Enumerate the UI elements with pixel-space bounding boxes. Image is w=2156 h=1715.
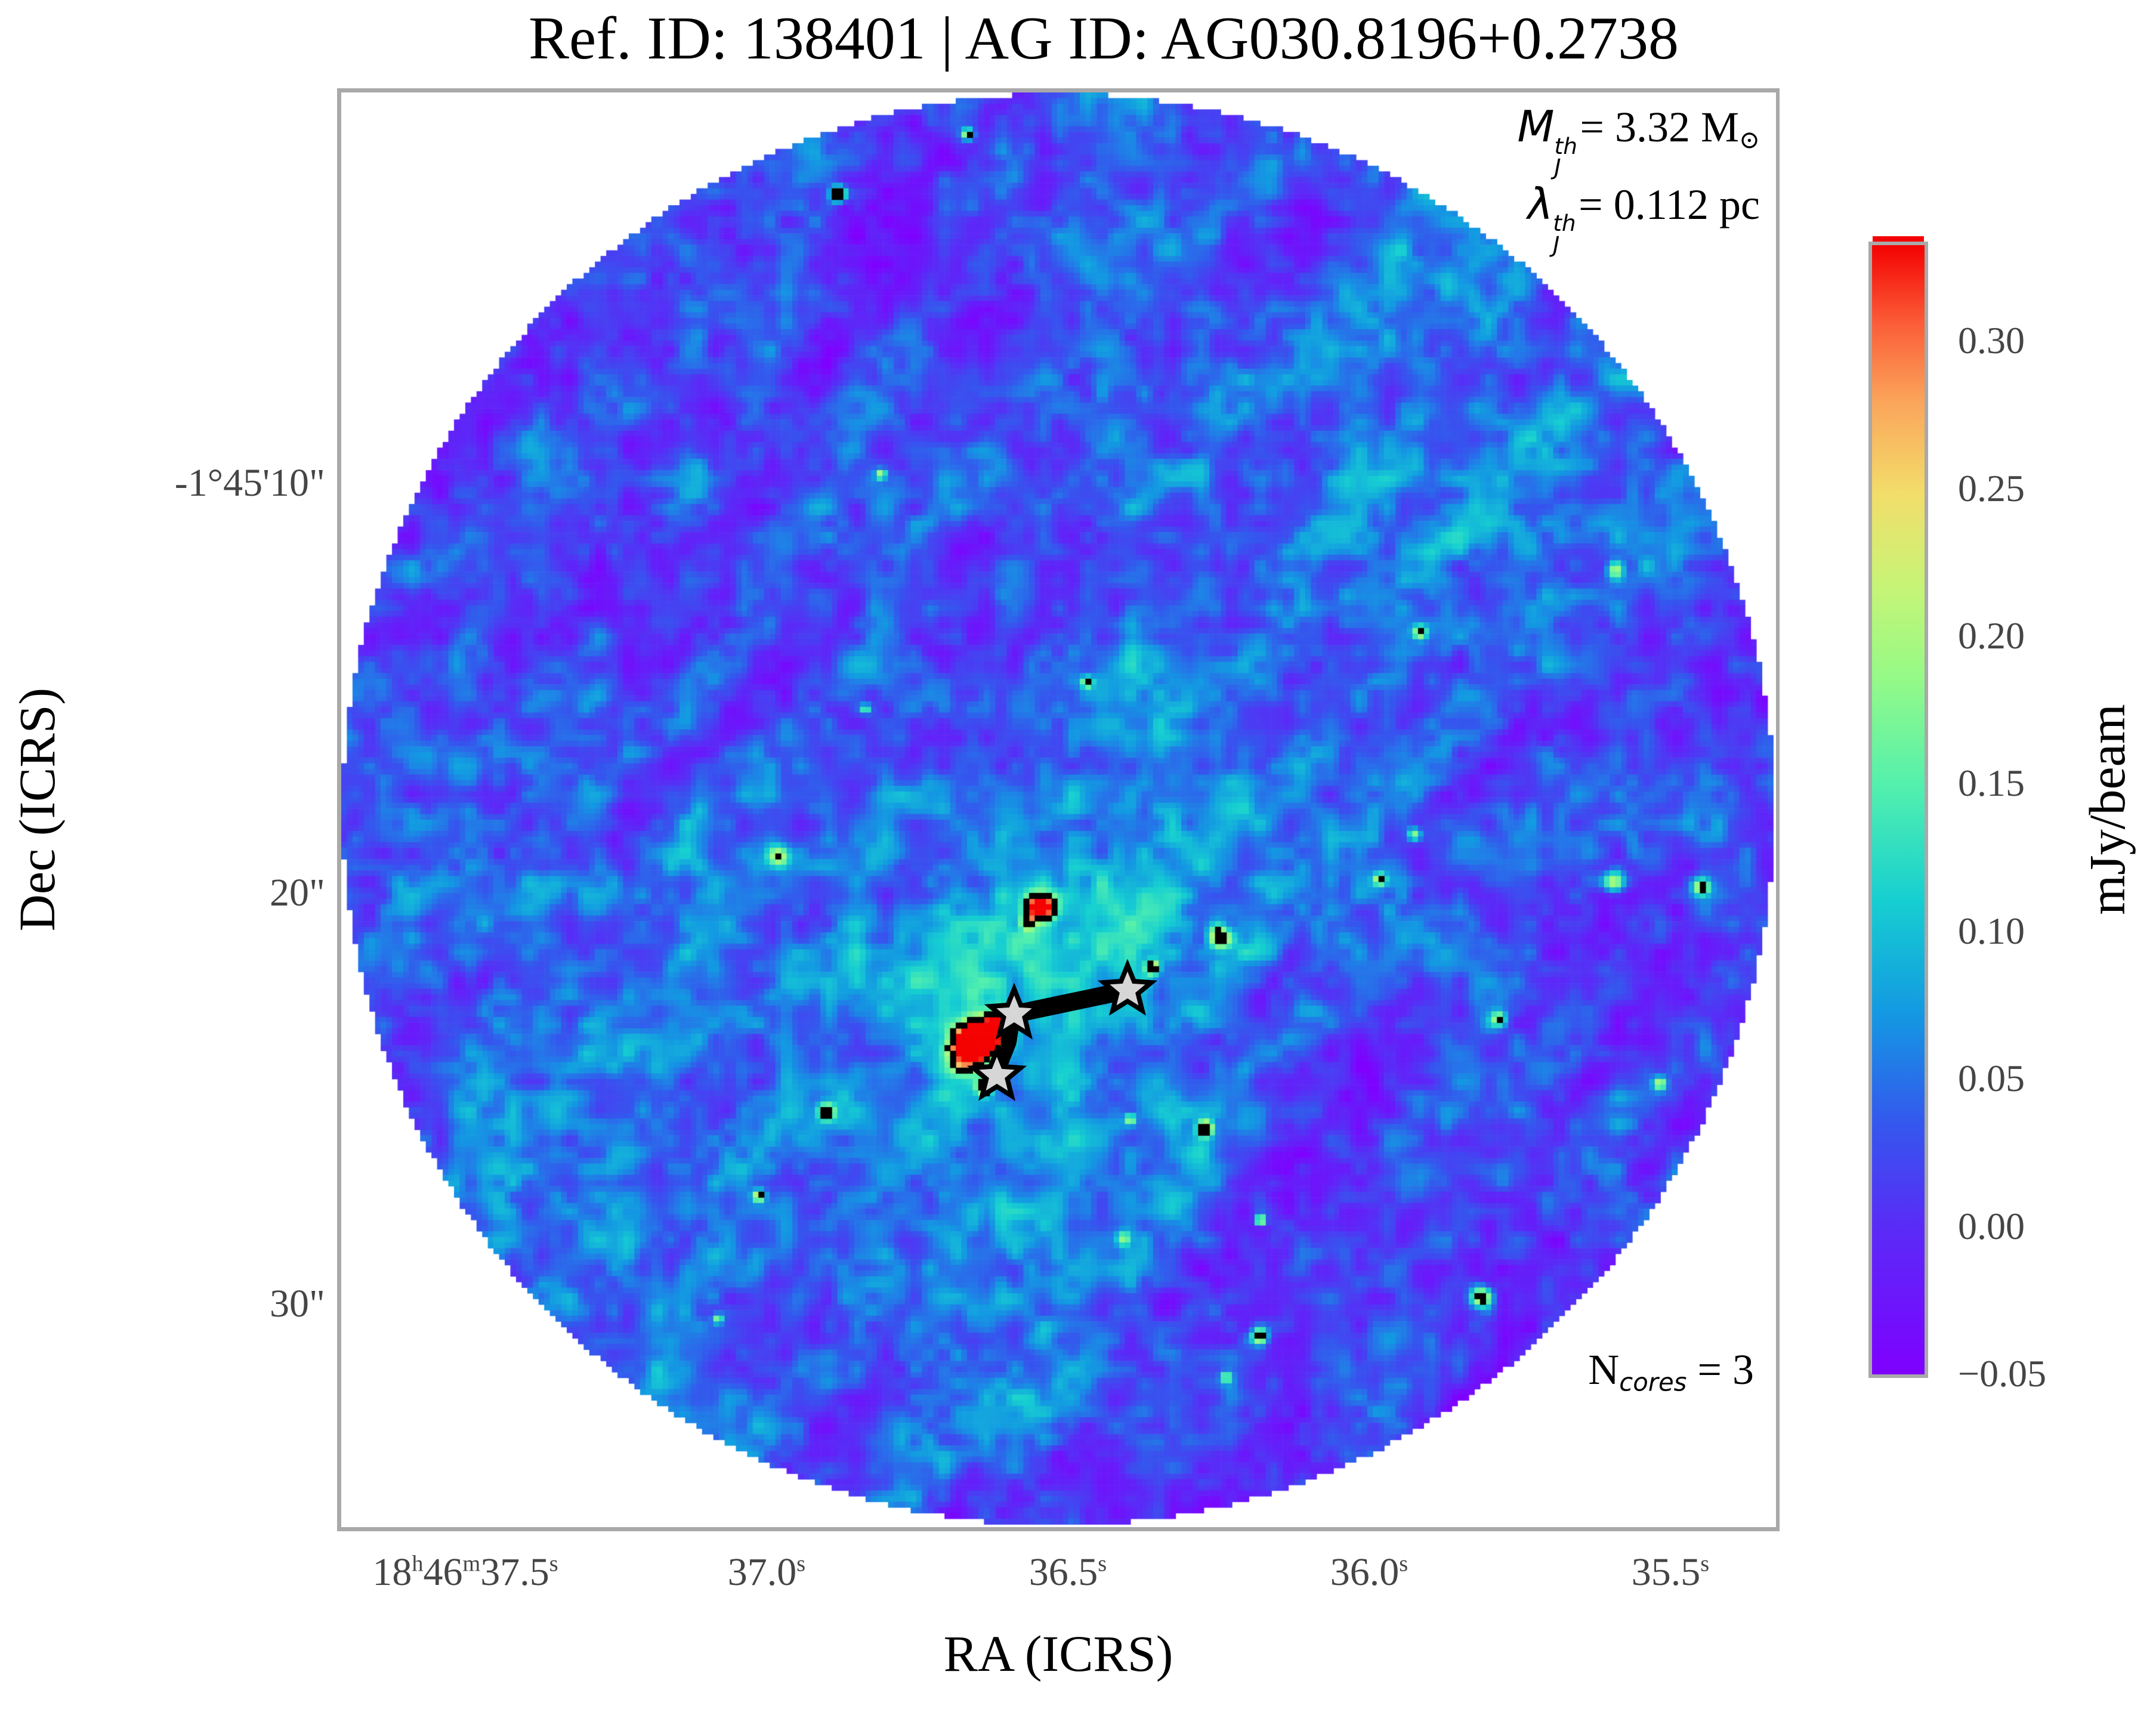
annotation-fragment: th J (1553, 210, 1576, 258)
annotation-fragment: M (1517, 101, 1555, 152)
core-star-marker (966, 1044, 1027, 1101)
jeans-length-annotation: λ th J = 0.112 pc (1517, 178, 1760, 256)
x-tick-label: 35.5s (1631, 1550, 1710, 1594)
annotation-fragment: = 0.112 pc (1579, 180, 1760, 228)
colorbar-tick-label: 0.30 (1958, 319, 2025, 362)
y-axis-label: Dec (ICRS) (8, 687, 66, 932)
annotation-fragment: = 3 (1687, 1346, 1754, 1393)
colorbar-tick-label: 0.10 (1958, 909, 2025, 952)
x-tick-label: 37.0s (727, 1550, 806, 1594)
y-tick-label: 20" (270, 871, 325, 914)
y-tick-label: 30" (270, 1282, 325, 1325)
colorbar-tick-label: 0.05 (1958, 1057, 2025, 1100)
colorbar-tick-label: 0.00 (1958, 1204, 2025, 1247)
page-title: Ref. ID: 138401 | AG ID: AG030.8196+0.27… (528, 5, 1679, 72)
core-star-marker (1097, 959, 1158, 1016)
colorbar-over-cap (1873, 236, 1924, 242)
colorbar-tick-label: −0.05 (1958, 1352, 2047, 1395)
x-tick-label: 36.0s (1330, 1550, 1408, 1594)
core-star-marker (984, 982, 1045, 1040)
colorbar-tick-label: 0.15 (1958, 762, 2025, 805)
colorbar-tick-label: 0.25 (1958, 466, 2025, 509)
annotation-fragment: = 3.32 M (1580, 103, 1740, 151)
ncores-annotation: Ncores = 3 (1588, 1344, 1754, 1398)
annotation-fragment: cores (1619, 1367, 1687, 1397)
y-tick-label: -1°45'10" (174, 461, 325, 505)
annotation-fragment: N (1588, 1346, 1620, 1393)
colorbar-gradient (1872, 245, 1925, 1374)
x-tick-label: 18h46m37.5s (372, 1550, 558, 1594)
colorbar-tick-label: 0.20 (1958, 614, 2025, 657)
core-markers-overlay (966, 959, 1158, 1101)
annotation-fragment: ⊙ (1739, 126, 1760, 154)
colorbar (1868, 242, 1928, 1378)
x-axis-label: RA (ICRS) (943, 1625, 1173, 1682)
annotation-fragment: th J (1554, 132, 1577, 181)
colorbar-label: mJy/beam (2078, 704, 2136, 915)
x-tick-label: 36.5s (1028, 1550, 1107, 1594)
annotation-fragment: λ (1527, 178, 1553, 229)
sky-map-canvas (341, 92, 1776, 1527)
